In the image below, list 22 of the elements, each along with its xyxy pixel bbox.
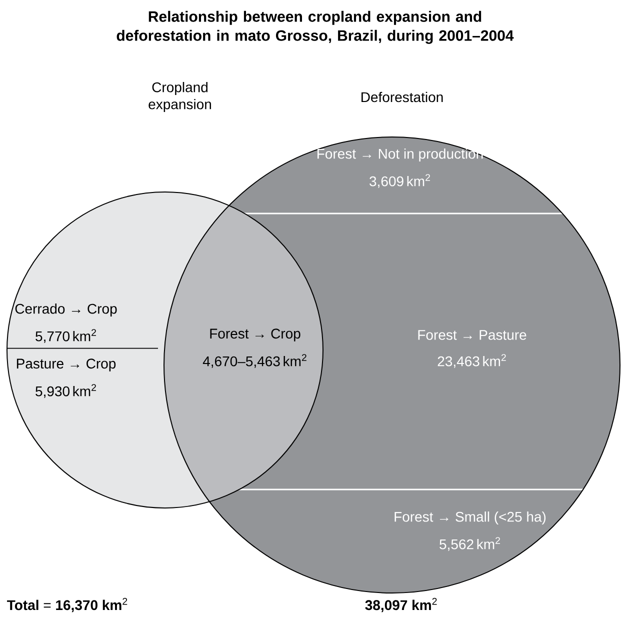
text: km$^{2}$ xyxy=(73,384,96,396)
text: km$^{2}$ xyxy=(284,354,306,366)
category-label: Forest → Small (<25 ha) xyxy=(394,511,546,525)
text: 38,097 km$^{2}$ xyxy=(365,598,437,612)
data-label: 5,930 xyxy=(36,386,70,398)
text: km$^{2}$ xyxy=(407,174,430,186)
category-label: Pasture → Crop xyxy=(16,358,116,372)
text: Deforestation xyxy=(362,92,443,102)
text: km$^{2}$ xyxy=(483,354,506,366)
data-label: 5,770 xyxy=(36,331,70,343)
data-label: 4,670–5,463 xyxy=(202,356,280,368)
text: Cropland expansion xyxy=(148,82,211,112)
category-label: Forest → Pasture xyxy=(418,330,526,340)
text: km$^{2}$ xyxy=(477,537,500,550)
category-label: Cerrado → Crop xyxy=(15,303,117,317)
text: Relationship between cropland expansion and deforestation in mato Grosso, Brazil, during 2001–2004 xyxy=(116,10,514,44)
data-label: 3,609 xyxy=(370,176,404,188)
data-label: 5,562 xyxy=(440,539,474,551)
data-label: 23,463 xyxy=(438,356,480,368)
text: Total = 16,370 km$^{2}$ xyxy=(7,598,128,612)
text: km$^{2}$ xyxy=(73,329,96,342)
category-label: Forest → Crop xyxy=(210,328,300,342)
